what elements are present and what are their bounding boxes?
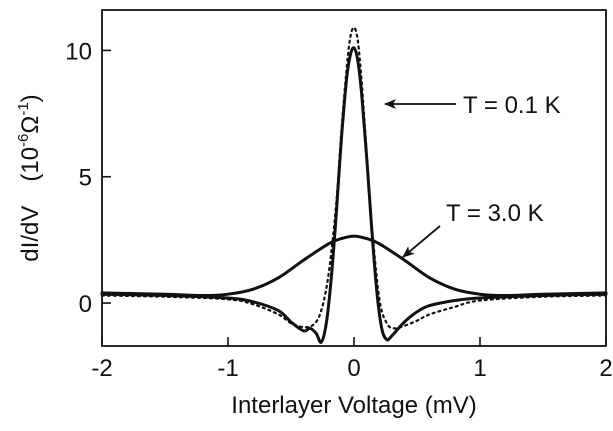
- series-layer: [100, 26, 608, 344]
- y-axis-label-unit-exp: -6: [15, 134, 32, 147]
- annotation-arrow-3k: [402, 225, 441, 258]
- y-axis-label: dI/dV (10-6Ω-1): [15, 94, 44, 261]
- x-tick-label: -1: [217, 355, 238, 382]
- annotation-layer: T = 0.1 K T = 3.0 K: [384, 92, 561, 258]
- y-axis-label-unit-exp2: -1: [15, 102, 32, 115]
- x-tick-label: 1: [473, 355, 486, 382]
- y-axis-label-quantity: dI/dV: [17, 206, 44, 262]
- y-tick-label: 10: [65, 38, 92, 65]
- y-axis-label-unit-suffix: ): [17, 94, 44, 102]
- x-tick-label: 0: [347, 355, 360, 382]
- tick-layer: -2 -1 0 1 2 0 5 10: [65, 38, 612, 382]
- series-line-dotted: [100, 26, 608, 330]
- x-tick-label: -2: [91, 355, 112, 382]
- y-tick-label: 5: [79, 165, 92, 192]
- annotation-3k: T = 3.0 K: [446, 200, 544, 227]
- series-line-solid-0: [100, 46, 608, 344]
- annotation-0p1k: T = 0.1 K: [463, 92, 561, 119]
- y-axis-label-unit-prefix: (10: [17, 147, 44, 182]
- y-axis-label-unit-symbol: Ω: [17, 116, 44, 134]
- series-line-solid-2: [100, 234, 608, 297]
- y-tick-label: 0: [79, 291, 92, 318]
- x-tick-label: 2: [599, 355, 612, 382]
- x-axis-label: Interlayer Voltage (mV): [231, 392, 476, 419]
